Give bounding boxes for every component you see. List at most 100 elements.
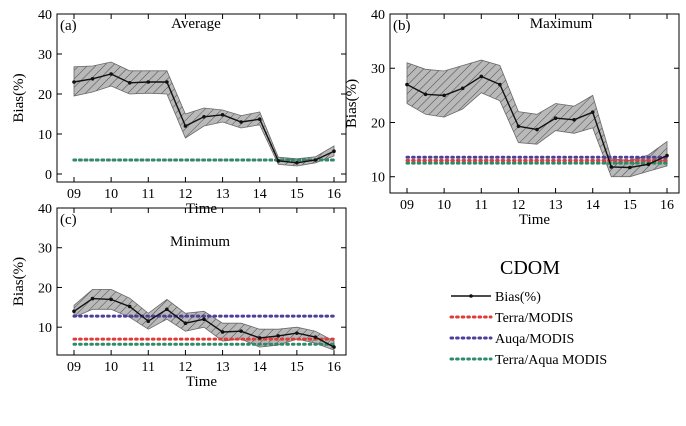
bias-point (313, 335, 318, 339)
bias-point (165, 80, 169, 84)
plot-frame (389, 13, 680, 194)
bias-band (406, 59, 668, 178)
x-tick-label: 14 (253, 187, 267, 202)
bias-point (460, 86, 465, 91)
legend-label: Bias(%) (495, 290, 541, 305)
bias-point (442, 93, 446, 98)
bias-point (498, 82, 502, 87)
bias-point (239, 329, 243, 333)
x-tick-label: 15 (290, 187, 304, 202)
panel-title: Maximum (530, 16, 593, 32)
bias-point (257, 117, 262, 121)
bias-point (665, 153, 669, 158)
y-tick-label: 30 (371, 62, 385, 77)
bias-point (183, 124, 188, 128)
x-tick-label: 11 (142, 187, 155, 202)
panel-title: Average (171, 16, 221, 32)
bias-point (146, 319, 151, 324)
x-tick-label: 13 (216, 360, 230, 375)
x-tick-label: 10 (104, 187, 118, 202)
plot-frame (56, 207, 347, 356)
x-axis-label: Time (186, 374, 217, 390)
panel-label: (a) (60, 18, 77, 34)
x-tick-label: 15 (290, 360, 304, 375)
bias-point (202, 115, 206, 119)
bias-point (628, 165, 632, 170)
bias-point (202, 317, 206, 322)
bias-point (90, 296, 95, 301)
bias-point (332, 345, 336, 349)
x-tick-label: 14 (253, 360, 267, 375)
y-tick-label: 20 (38, 88, 52, 103)
x-tick-label: 09 (67, 187, 81, 202)
x-tick-label: 12 (511, 198, 525, 213)
bias-point (609, 165, 614, 169)
x-tick-label: 09 (67, 360, 81, 375)
bias-point (183, 321, 188, 326)
y-axis-label: Bias(%) (344, 79, 360, 128)
y-tick-label: 10 (38, 128, 52, 143)
x-tick-label: 10 (104, 360, 118, 375)
x-tick-label: 11 (475, 198, 488, 213)
bias-point (276, 334, 281, 338)
bias-point (276, 159, 281, 163)
legend-items: Bias(%) Terra/MODIS Auqa/MODIS Terra/Aqua M… (449, 290, 607, 368)
panel-average: 0 10 20 30 40 09 10 11 12 13 14 15 16 Time Bias(%) (a) A… (11, 8, 347, 217)
bias-point (220, 113, 225, 117)
y-tick-label: 40 (38, 202, 52, 217)
legend-label: Terra/MODIS (495, 311, 573, 326)
bias-point (646, 162, 651, 167)
bias-band (73, 61, 335, 167)
x-tick-label: 13 (216, 187, 230, 202)
bias-point (332, 149, 336, 153)
x-tick-label: 12 (178, 187, 192, 202)
legend: CDOM Bias(%) Terra/MODIS Auqa/MODIS Terra/A… (449, 257, 607, 368)
x-tick-label: 11 (142, 360, 155, 375)
panel-label: (b) (393, 18, 411, 34)
x-axis-label: Time (519, 212, 550, 228)
x-tick-label: 16 (327, 187, 341, 202)
legend-marker (469, 294, 473, 298)
x-tick-label: 16 (660, 198, 674, 213)
x-tick-label: 14 (586, 198, 600, 213)
legend-title: CDOM (500, 257, 560, 279)
bias-point (127, 81, 132, 85)
panel-label: (c) (60, 212, 77, 228)
y-tick-label: 40 (371, 8, 385, 23)
bias-point (590, 110, 595, 114)
y-tick-label: 30 (38, 48, 52, 63)
plot-frame (56, 13, 347, 183)
bias-point (127, 304, 132, 309)
bias-point (109, 297, 113, 302)
bias-point (295, 161, 299, 165)
bias-point (257, 336, 262, 340)
bias-point (479, 74, 484, 79)
bias-point (423, 92, 428, 97)
x-tick-label: 16 (327, 360, 341, 375)
y-tick-label: 10 (371, 171, 385, 186)
y-axis-label: Bias(%) (11, 257, 27, 306)
panel-maximum: 10 20 30 40 09 10 11 12 13 14 15 16 Time Bias(%) (b) Ma… (344, 8, 680, 228)
x-tick-label: 10 (437, 198, 451, 213)
bias-point (313, 158, 318, 162)
y-axis-label: Bias(%) (11, 73, 27, 122)
y-tick-label: 10 (38, 321, 52, 336)
bias-point (572, 117, 576, 122)
bias-point (295, 331, 299, 335)
legend-label: Auqa/MODIS (495, 332, 574, 347)
bias-point (405, 82, 409, 87)
y-tick-label: 40 (38, 8, 52, 23)
bias-point (90, 77, 95, 81)
y-tick-label: 20 (38, 281, 52, 296)
bias-point (535, 127, 539, 132)
y-tick-label: 20 (371, 116, 385, 131)
bias-point (516, 124, 521, 129)
bias-point (553, 116, 558, 120)
bias-point (239, 120, 243, 124)
bias-point (220, 330, 225, 334)
panel-minimum: 10 20 30 40 09 10 11 12 13 14 15 16 Time Bias(%) (c) Mi… (11, 202, 347, 390)
bias-point (165, 307, 169, 312)
bias-point (72, 309, 76, 314)
y-tick-label: 0 (45, 168, 52, 183)
